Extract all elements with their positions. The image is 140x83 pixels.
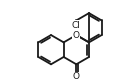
Text: Cl: Cl — [72, 21, 81, 30]
Text: O: O — [73, 31, 80, 40]
Text: O: O — [73, 72, 80, 81]
